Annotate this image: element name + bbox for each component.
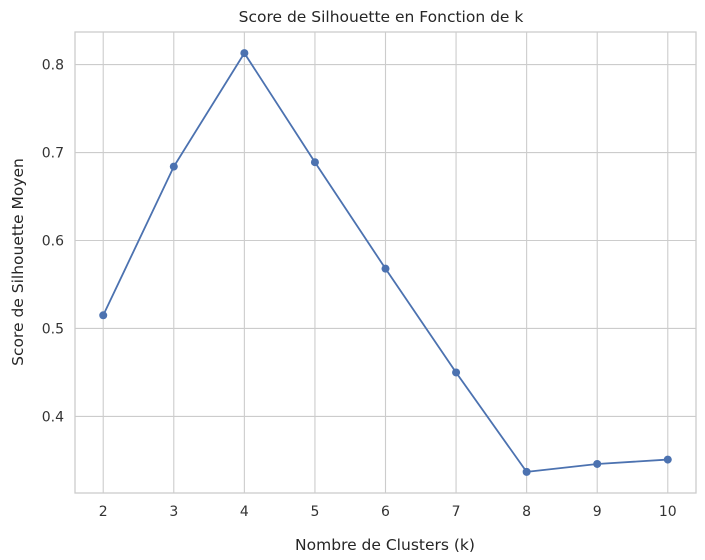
y-tick-label: 0.6 [42, 234, 64, 250]
x-tick-label: 9 [593, 504, 602, 520]
y-tick-label: 0.8 [42, 58, 64, 74]
data-point [169, 162, 178, 171]
data-point [240, 49, 249, 58]
y-tick-label: 0.4 [42, 409, 64, 425]
tick-labels: 2 3 4 5 6 7 8 9 10 0.4 0.5 0.6 0.7 0.8 [42, 58, 677, 520]
data-point [310, 158, 319, 167]
data-point [381, 264, 390, 273]
data-point [452, 368, 461, 377]
x-tick-label: 4 [240, 504, 249, 520]
x-tick-label: 10 [659, 504, 677, 520]
series-layer [99, 49, 672, 476]
x-tick-label: 7 [452, 504, 461, 520]
data-point [99, 311, 108, 320]
x-axis-label: Nombre de Clusters (k) [295, 536, 475, 554]
data-point [593, 459, 602, 468]
chart-title: Score de Silhouette en Fonction de k [239, 8, 524, 26]
grid-lines [75, 32, 696, 493]
x-tick-label: 2 [99, 504, 108, 520]
data-point [522, 467, 531, 476]
y-axis-label: Score de Silhouette Moyen [9, 158, 27, 366]
x-tick-label: 3 [169, 504, 178, 520]
x-tick-label: 6 [381, 504, 390, 520]
y-tick-label: 0.5 [42, 321, 64, 337]
y-tick-label: 0.7 [42, 146, 64, 162]
data-point [663, 455, 672, 464]
x-tick-label: 5 [310, 504, 319, 520]
plot-area-frame [74, 31, 697, 494]
x-tick-label: 8 [522, 504, 531, 520]
